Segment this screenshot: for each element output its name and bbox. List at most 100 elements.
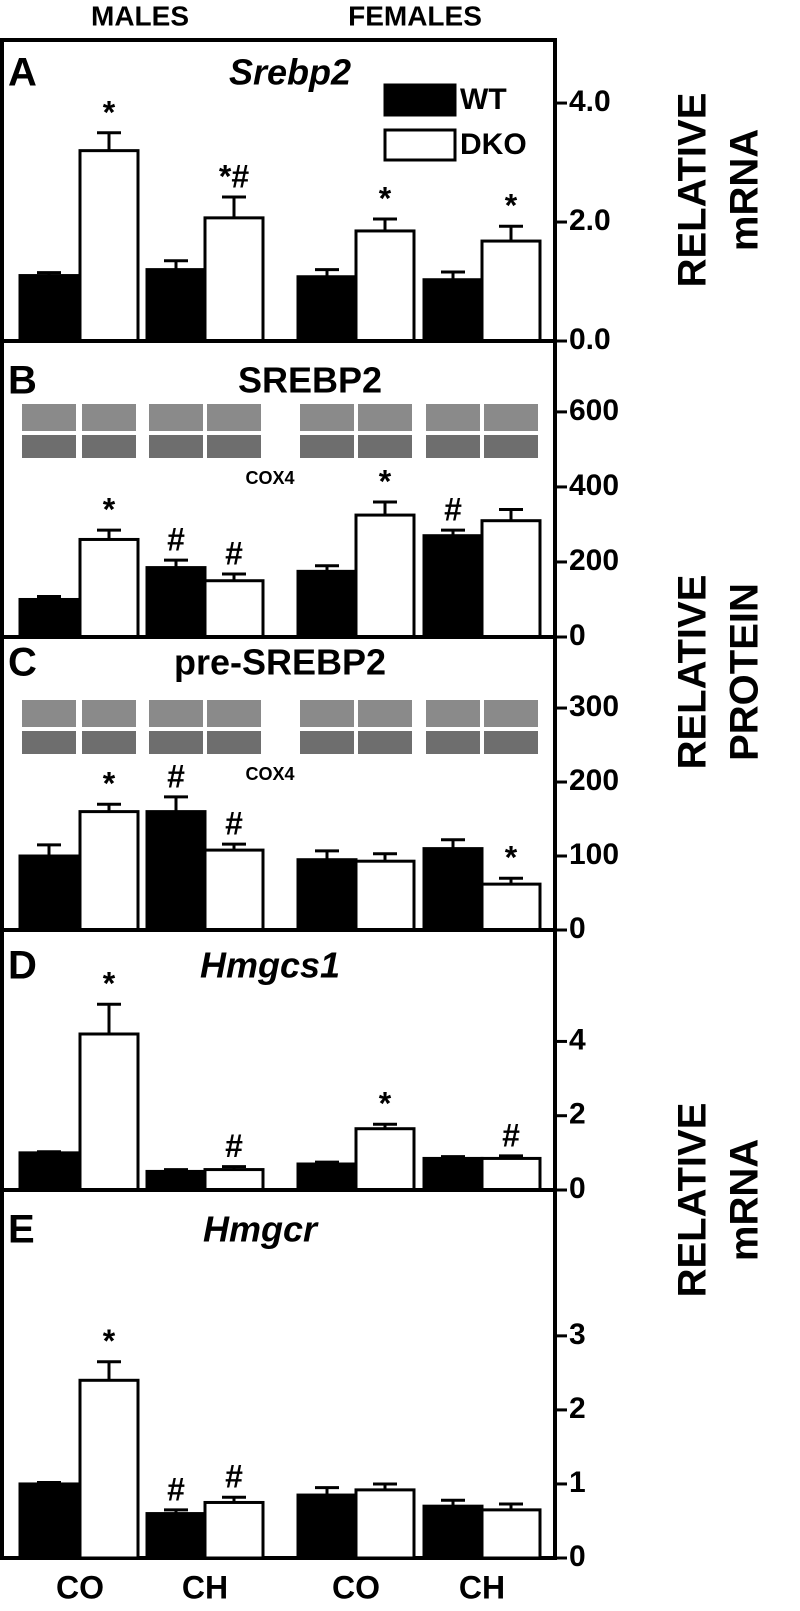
- bar: [480, 882, 542, 932]
- legend-label: WT: [460, 83, 507, 116]
- y-tick-label: 200: [569, 544, 619, 577]
- y-tick-label: 2.0: [569, 204, 611, 237]
- bar: [18, 1151, 80, 1192]
- significance-mark: *: [103, 94, 116, 130]
- bar: [203, 579, 265, 639]
- bar: [18, 1482, 80, 1560]
- panel-letter: D: [8, 944, 37, 988]
- significance-mark: #: [225, 1128, 243, 1164]
- panel-letter: C: [8, 641, 37, 685]
- bar: [145, 1169, 207, 1192]
- bar: [145, 1512, 207, 1560]
- significance-mark: *: [103, 492, 116, 528]
- bar: [18, 854, 80, 932]
- legend-swatch: [383, 128, 457, 162]
- blot-band: [207, 731, 261, 754]
- blot-band: [426, 700, 480, 727]
- blot-band: [426, 731, 480, 754]
- panel-letter: E: [8, 1208, 35, 1252]
- blot-band: [484, 731, 538, 754]
- bar: [354, 513, 416, 639]
- blot-band: [484, 435, 538, 458]
- blot-band: [22, 404, 76, 431]
- bar: [354, 1127, 416, 1192]
- blot-label: COX4: [245, 764, 294, 784]
- y-tick-label: 4.0: [569, 85, 611, 118]
- bar: [480, 239, 542, 343]
- blot-band: [82, 700, 136, 727]
- y-tick-label: 0: [569, 1172, 586, 1205]
- frame: [0, 38, 557, 1560]
- blot-band: [82, 404, 136, 431]
- bar: [480, 1156, 542, 1192]
- y-tick-label: 200: [569, 764, 619, 797]
- bar: [203, 1168, 265, 1192]
- bar: [78, 149, 140, 343]
- bar: [422, 847, 484, 932]
- significance-mark: #: [444, 492, 462, 528]
- y-tick-label: 0: [569, 619, 586, 652]
- group-label: MALES: [91, 0, 189, 31]
- blot-band: [149, 404, 203, 431]
- bar: [145, 268, 207, 343]
- group-label: FEMALES: [348, 0, 482, 31]
- y-tick-label: 300: [569, 690, 619, 723]
- panel-title: pre-SREBP2: [174, 642, 386, 683]
- significance-mark: *: [103, 1323, 116, 1359]
- y-tick-label: 2: [569, 1098, 586, 1131]
- significance-mark: #: [502, 1117, 520, 1153]
- y-tick-label: 600: [569, 394, 619, 427]
- bar: [145, 566, 207, 639]
- blot-band: [300, 700, 354, 727]
- bar: [145, 810, 207, 932]
- y-axis-label: mRNA: [723, 129, 767, 251]
- significance-mark: *: [103, 766, 116, 802]
- blot-band: [22, 700, 76, 727]
- y-tick-label: 2: [569, 1392, 586, 1425]
- y-axis-label: mRNA: [723, 1139, 767, 1261]
- y-tick-label: 100: [569, 838, 619, 871]
- bar: [296, 858, 358, 932]
- blot-band: [358, 700, 412, 727]
- blot-band: [207, 404, 261, 431]
- bar: [78, 810, 140, 932]
- bar: [354, 229, 416, 343]
- significance-mark: *: [103, 966, 116, 1002]
- legend-swatch: [383, 83, 457, 117]
- bar: [480, 519, 542, 639]
- bar: [296, 569, 358, 639]
- blot-band: [358, 731, 412, 754]
- x-tick-label: CO: [332, 1569, 380, 1605]
- blot-band: [207, 435, 261, 458]
- significance-mark: #: [225, 535, 243, 571]
- blot-band: [300, 404, 354, 431]
- y-tick-label: 3: [569, 1318, 586, 1351]
- bar: [203, 1500, 265, 1560]
- blot-band: [149, 731, 203, 754]
- blot-band: [300, 731, 354, 754]
- significance-mark: *: [379, 181, 392, 217]
- y-axis-label: RELATIVE: [671, 1103, 715, 1298]
- y-axis-label: RELATIVE: [671, 575, 715, 770]
- panel-letter: A: [8, 51, 37, 95]
- y-tick-label: 400: [569, 469, 619, 502]
- significance-mark: *: [379, 463, 392, 499]
- bar: [78, 1378, 140, 1560]
- y-axis-label: PROTEIN: [723, 583, 767, 761]
- y-tick-label: 0: [569, 912, 586, 945]
- significance-mark: #: [225, 1459, 243, 1495]
- bar: [78, 537, 140, 639]
- bar: [422, 1156, 484, 1192]
- y-tick-label: 4: [569, 1023, 586, 1056]
- significance-mark: #: [167, 1471, 185, 1507]
- blot-label: COX4: [245, 468, 294, 488]
- blot-band: [426, 435, 480, 458]
- panel-letter: B: [8, 359, 37, 403]
- significance-mark: #: [167, 522, 185, 558]
- bar: [354, 1488, 416, 1560]
- bar: [203, 848, 265, 932]
- significance-mark: *: [505, 188, 518, 224]
- blot-band: [300, 435, 354, 458]
- bar: [296, 1162, 358, 1192]
